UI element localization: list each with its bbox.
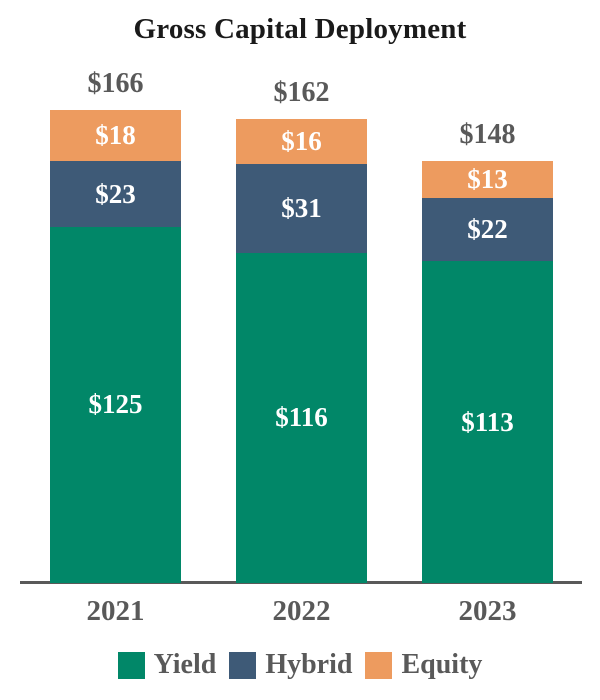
x-axis-label-2023: 2023 xyxy=(458,595,517,627)
bar-total-label-2022: $162 xyxy=(273,76,330,108)
plot-area: $125 $23 $18 $166 $116 $31 $16 $162 $113 $22 $13 $1… xyxy=(50,68,553,583)
chart-title: Gross Capital Deployment xyxy=(133,13,467,45)
x-axis-label-2021: 2021 xyxy=(86,595,145,627)
x-axis-label-2022: 2022 xyxy=(272,595,331,627)
legend-label: Hybrid xyxy=(265,649,353,680)
x-axis-labels: 2021 2022 2023 xyxy=(50,595,553,628)
bar-segment-hybrid-2021: $23 xyxy=(50,161,181,227)
bar-segment-hybrid-2023: $22 xyxy=(422,198,553,261)
legend-swatch-hybrid xyxy=(229,651,257,679)
legend-item-yield: Yield xyxy=(117,649,217,681)
bar-segment-equity-2023: $13 xyxy=(422,161,553,199)
legend-swatch-equity xyxy=(365,651,393,679)
bar-segment-yield-2021: $125 xyxy=(50,226,181,583)
segment-value-label: $16 xyxy=(281,125,322,156)
segment-value-label: $116 xyxy=(275,402,328,433)
segment-value-label: $13 xyxy=(467,164,508,195)
segment-value-label: $113 xyxy=(461,406,514,437)
segment-value-label: $18 xyxy=(95,120,136,151)
bar-total-label-2023: $148 xyxy=(459,119,516,151)
bar-segment-yield-2022: $116 xyxy=(236,252,367,583)
legend-swatch-yield xyxy=(117,651,145,679)
legend-label: Yield xyxy=(153,649,217,680)
chart-legend: Yield Hybrid Equity xyxy=(0,649,600,681)
segment-value-label: $22 xyxy=(467,214,508,245)
segment-value-label: $31 xyxy=(281,192,322,223)
legend-label: Equity xyxy=(401,649,483,680)
legend-item-hybrid: Hybrid xyxy=(229,649,352,681)
bar-segment-equity-2021: $18 xyxy=(50,110,181,162)
bar-total-label-2021: $166 xyxy=(87,68,144,100)
bar-2023: $113 $22 $13 $148 xyxy=(422,119,553,583)
bar-segment-equity-2022: $16 xyxy=(236,118,367,165)
bar-segment-hybrid-2022: $31 xyxy=(236,164,367,253)
segment-value-label: $125 xyxy=(88,389,143,420)
bar-segment-yield-2023: $113 xyxy=(422,261,553,583)
legend-item-equity: Equity xyxy=(365,649,482,681)
bar-2022: $116 $31 $16 $162 xyxy=(236,77,367,583)
bar-2021: $125 $23 $18 $166 xyxy=(50,68,181,583)
segment-value-label: $23 xyxy=(95,178,136,209)
